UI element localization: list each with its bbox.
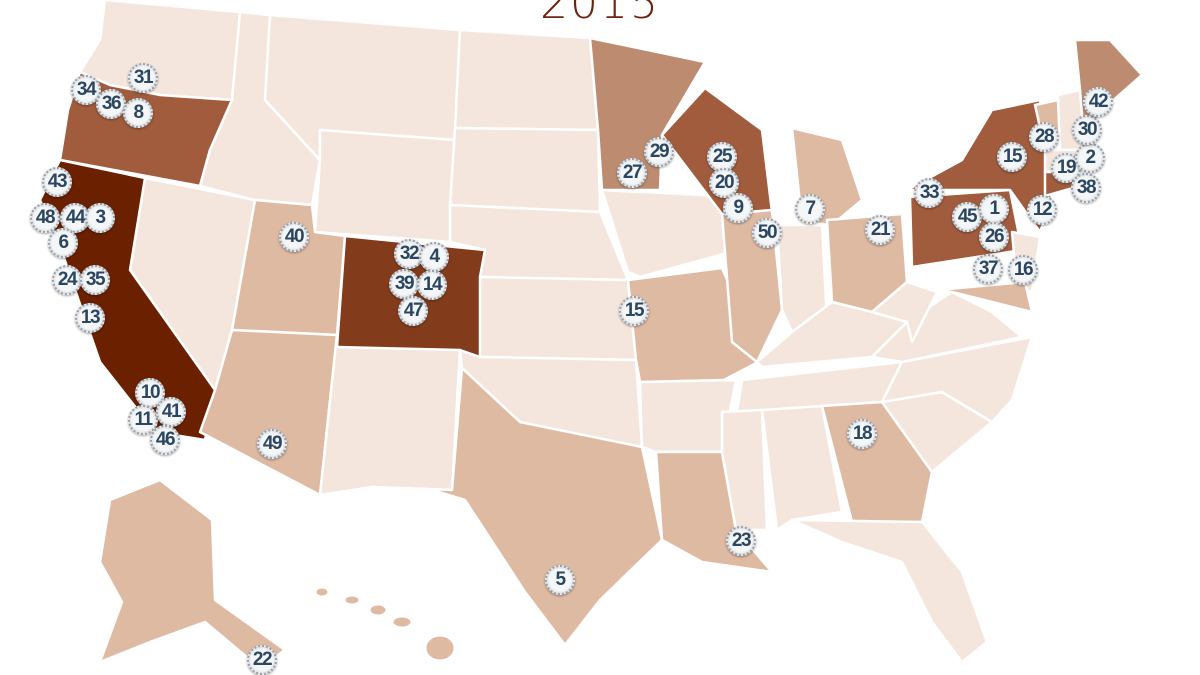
- bottle-cap-marker: 30: [1072, 115, 1102, 145]
- state-tx: [370, 366, 664, 647]
- bottle-cap-marker: 50: [752, 218, 782, 248]
- state-fl: [790, 518, 989, 664]
- bottle-cap-marker: 20: [709, 168, 739, 198]
- bottle-cap-marker: 21: [865, 215, 895, 245]
- state-hi-island: [315, 587, 329, 597]
- bottle-cap-marker: 12: [1027, 195, 1057, 225]
- bottle-cap-marker: 35: [80, 265, 110, 295]
- bottle-cap-marker: 23: [726, 526, 756, 556]
- bottle-cap-marker: 46: [150, 425, 180, 455]
- map-title: 2015: [540, 0, 660, 29]
- bottle-cap-marker: 41: [156, 397, 186, 427]
- state-wy: [313, 128, 457, 244]
- bottle-cap-marker: 25: [707, 142, 737, 172]
- bottle-cap-marker: 29: [644, 137, 674, 167]
- bottle-cap-marker: 16: [1008, 255, 1038, 285]
- bottle-cap-marker: 3: [85, 203, 115, 233]
- state-az: [198, 328, 339, 497]
- state-nm: [318, 333, 462, 497]
- bottle-cap-marker: 37: [973, 254, 1003, 284]
- bottle-cap-marker: 36: [96, 89, 126, 119]
- bottle-cap-marker: 22: [247, 645, 277, 675]
- bottle-cap-marker: 6: [48, 228, 78, 258]
- state-hi-island: [344, 595, 360, 605]
- bottle-cap-marker: 33: [914, 178, 944, 208]
- state-nd: [453, 28, 600, 132]
- bottle-cap-marker: 4: [419, 242, 449, 272]
- bottle-cap-marker: 38: [1071, 173, 1101, 203]
- state-nc: [880, 335, 1034, 424]
- state-hi-island: [369, 604, 387, 616]
- bottle-cap-marker: 42: [1083, 87, 1113, 117]
- state-mn: [588, 36, 707, 192]
- bottle-cap-marker: 8: [123, 98, 153, 128]
- bottle-cap-marker: 27: [617, 158, 647, 188]
- bottle-cap-marker: 24: [52, 265, 82, 295]
- bottle-cap-marker: 9: [723, 193, 753, 223]
- bottle-cap-marker: 45: [952, 202, 982, 232]
- state-md: [935, 280, 1034, 314]
- bottle-cap-marker: 13: [75, 303, 105, 333]
- bottle-cap-marker: 15: [619, 296, 649, 326]
- state-sd: [448, 126, 602, 214]
- state-al: [760, 404, 844, 532]
- bottle-cap-marker: 2: [1075, 143, 1105, 173]
- bottle-cap-marker: 43: [42, 167, 72, 197]
- bottle-cap-marker: 47: [398, 296, 428, 326]
- state-ia: [600, 188, 740, 279]
- bottle-cap-marker: 40: [279, 222, 309, 252]
- bottle-cap-marker: 49: [257, 429, 287, 459]
- state-hi-island: [425, 635, 455, 661]
- bottle-cap-marker: 1: [979, 194, 1009, 224]
- bottle-cap-marker: 26: [979, 222, 1009, 252]
- state-wv: [870, 280, 939, 344]
- bottle-cap-marker: 14: [417, 270, 447, 300]
- bottle-cap-marker: 39: [389, 269, 419, 299]
- bottle-cap-marker: 28: [1029, 122, 1059, 152]
- bottle-cap-marker: 31: [128, 63, 158, 93]
- bottle-cap-marker: 7: [795, 194, 825, 224]
- state-ks: [478, 275, 638, 362]
- state-hi-island: [392, 616, 412, 628]
- state-ak: [98, 478, 287, 670]
- bottle-cap-marker: 15: [997, 142, 1027, 172]
- bottle-cap-marker: 5: [545, 565, 575, 595]
- bottle-cap-marker: 48: [30, 203, 60, 233]
- bottle-cap-marker: 18: [847, 419, 877, 449]
- state-il: [720, 208, 784, 364]
